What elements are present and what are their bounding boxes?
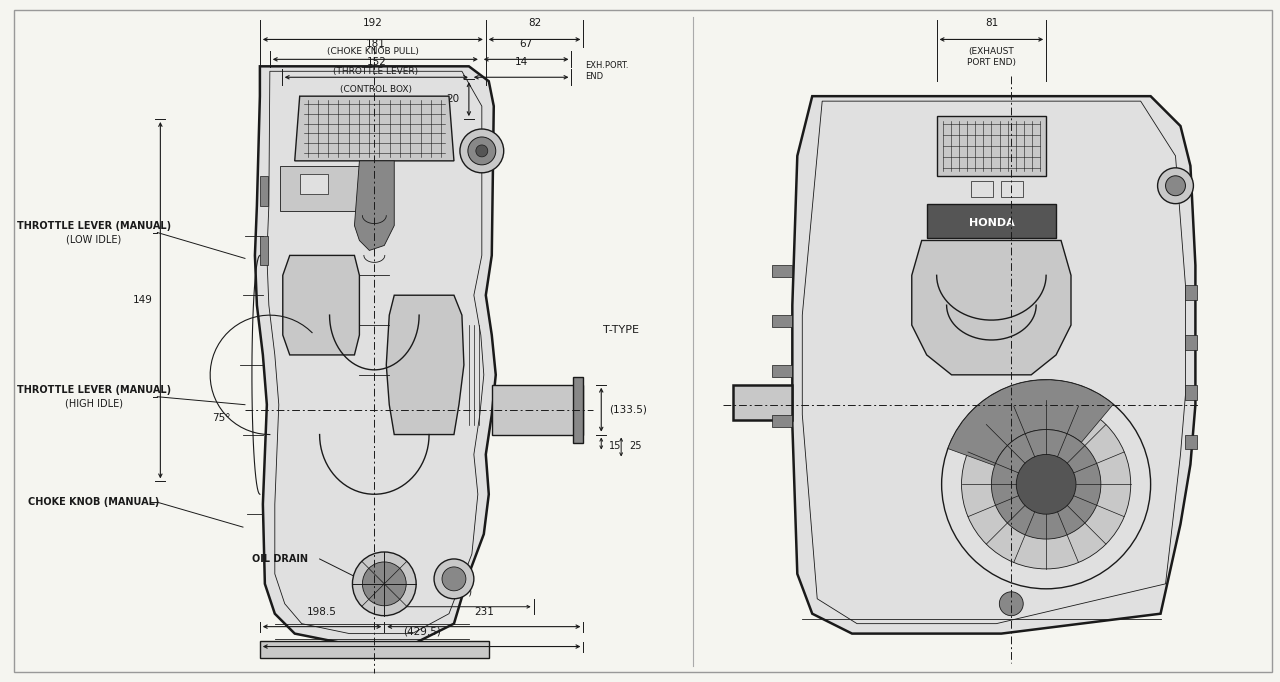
Bar (492, 385, 584, 434)
Circle shape (1016, 454, 1076, 514)
Bar (732, 385, 792, 419)
Bar (280, 166, 365, 211)
Circle shape (434, 559, 474, 599)
Text: (CHOKE KNOB PULL): (CHOKE KNOB PULL) (326, 48, 419, 57)
Bar (260, 176, 268, 206)
Wedge shape (948, 380, 1114, 466)
Text: HONDA: HONDA (969, 218, 1014, 228)
Text: 14: 14 (515, 57, 527, 68)
Bar (972, 181, 993, 196)
Text: 12: 12 (387, 565, 399, 575)
Polygon shape (792, 96, 1196, 634)
Bar (300, 174, 328, 194)
Polygon shape (283, 256, 360, 355)
Bar (1185, 285, 1197, 300)
Text: 149: 149 (133, 295, 152, 306)
Bar (260, 235, 268, 265)
Text: (LOW IDLE): (LOW IDLE) (67, 235, 122, 244)
Bar (937, 116, 1046, 176)
Text: (EXHAUST
PORT END): (EXHAUST PORT END) (966, 48, 1016, 67)
Circle shape (1000, 592, 1023, 616)
Text: 20: 20 (445, 94, 460, 104)
Bar (1185, 335, 1197, 350)
Bar (772, 265, 792, 278)
Circle shape (460, 129, 504, 173)
Text: (HIGH IDLE): (HIGH IDLE) (65, 399, 123, 409)
Circle shape (942, 380, 1151, 589)
Circle shape (442, 567, 466, 591)
Polygon shape (387, 295, 463, 434)
Bar (1185, 434, 1197, 449)
Text: (429.5): (429.5) (403, 627, 440, 636)
Text: 82: 82 (527, 18, 541, 27)
Circle shape (1166, 176, 1185, 196)
Bar (772, 365, 792, 377)
Text: OIL DRAIN: OIL DRAIN (252, 554, 307, 564)
Text: EXH.PORT.
END: EXH.PORT. END (585, 61, 628, 80)
Bar (1001, 181, 1023, 196)
Text: 152: 152 (366, 57, 387, 68)
Circle shape (992, 430, 1101, 539)
Circle shape (1157, 168, 1193, 204)
Text: 75°: 75° (212, 413, 230, 423)
Text: 25: 25 (628, 441, 641, 451)
Text: CHOKE KNOB (MANUAL): CHOKE KNOB (MANUAL) (28, 497, 160, 507)
Text: 15: 15 (609, 441, 622, 451)
Bar (260, 640, 489, 659)
Circle shape (362, 562, 406, 606)
Text: THROTTLE LEVER (MANUAL): THROTTLE LEVER (MANUAL) (17, 385, 170, 395)
Circle shape (961, 400, 1130, 569)
Text: 81: 81 (984, 18, 998, 27)
Text: (THROTTLE LEVER): (THROTTLE LEVER) (333, 68, 417, 76)
Circle shape (468, 137, 495, 165)
Text: (135): (135) (445, 587, 472, 597)
Text: 198.5: 198.5 (307, 607, 337, 617)
Polygon shape (294, 96, 454, 161)
Text: (133.5): (133.5) (609, 404, 648, 415)
Text: 67: 67 (520, 40, 532, 49)
Text: (CONTROL BOX): (CONTROL BOX) (340, 85, 412, 94)
Polygon shape (355, 161, 394, 250)
Polygon shape (911, 241, 1071, 375)
Text: T-TYPE: T-TYPE (603, 325, 639, 335)
Text: 231: 231 (474, 607, 494, 617)
Bar (1185, 385, 1197, 400)
Text: 192: 192 (364, 18, 383, 27)
Bar (772, 315, 792, 327)
Polygon shape (255, 66, 495, 644)
Circle shape (352, 552, 416, 616)
Circle shape (476, 145, 488, 157)
Bar (927, 204, 1056, 239)
Bar (573, 377, 584, 443)
Text: 181: 181 (365, 40, 385, 49)
Bar (772, 415, 792, 426)
Text: THROTTLE LEVER (MANUAL): THROTTLE LEVER (MANUAL) (17, 220, 170, 231)
